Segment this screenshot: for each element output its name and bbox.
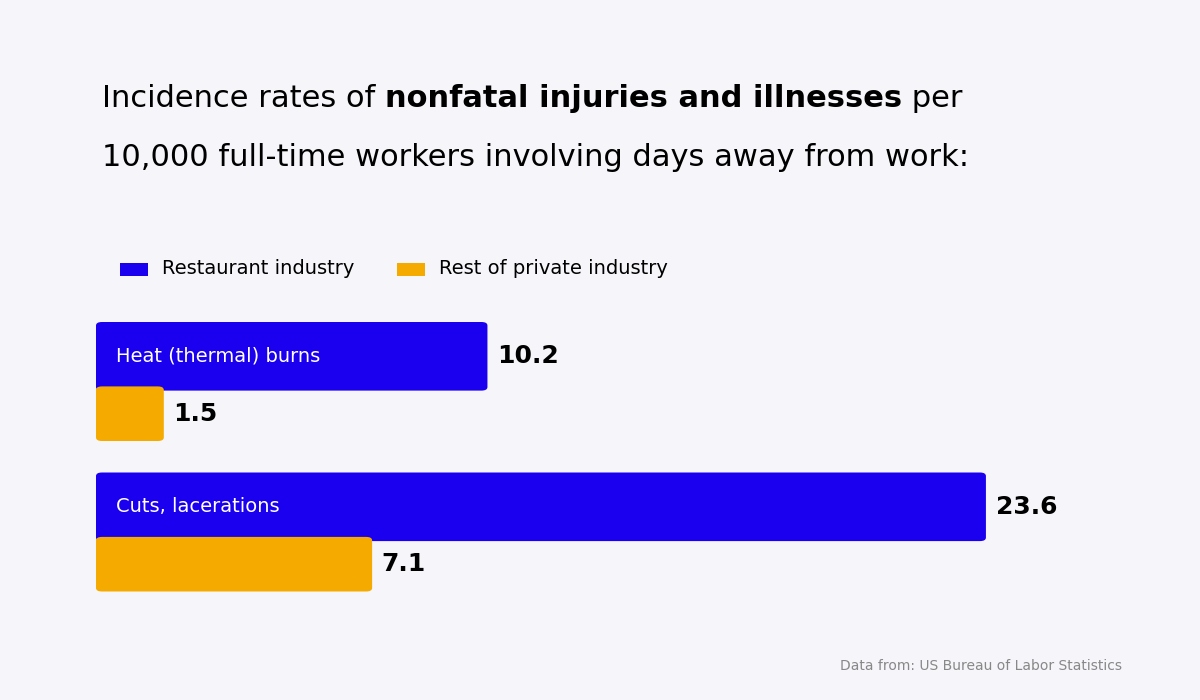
- Text: Data from: US Bureau of Labor Statistics: Data from: US Bureau of Labor Statistics: [840, 659, 1122, 673]
- Text: Rest of private industry: Rest of private industry: [439, 259, 668, 278]
- Text: 23.6: 23.6: [996, 495, 1057, 519]
- FancyBboxPatch shape: [96, 386, 163, 441]
- Text: per: per: [902, 84, 962, 113]
- Text: 1.5: 1.5: [174, 402, 217, 426]
- FancyBboxPatch shape: [397, 263, 425, 276]
- Text: 10.2: 10.2: [497, 344, 559, 368]
- Text: Cuts, lacerations: Cuts, lacerations: [116, 497, 280, 517]
- Text: Heat (thermal) burns: Heat (thermal) burns: [116, 346, 320, 366]
- Text: 7.1: 7.1: [382, 552, 426, 576]
- FancyBboxPatch shape: [96, 473, 986, 541]
- FancyBboxPatch shape: [96, 537, 372, 592]
- Text: Incidence rates of: Incidence rates of: [102, 84, 385, 113]
- FancyBboxPatch shape: [96, 322, 487, 391]
- Text: Restaurant industry: Restaurant industry: [162, 259, 355, 278]
- Text: nonfatal injuries and illnesses: nonfatal injuries and illnesses: [385, 84, 902, 113]
- Text: 10,000 full-time workers involving days away from work:: 10,000 full-time workers involving days …: [102, 144, 970, 172]
- FancyBboxPatch shape: [120, 263, 148, 276]
